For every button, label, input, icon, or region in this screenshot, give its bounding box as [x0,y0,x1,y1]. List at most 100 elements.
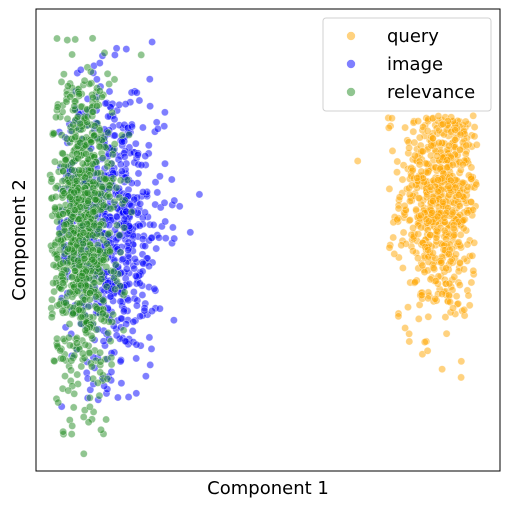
point-relevance [78,271,86,280]
point-image [105,87,114,96]
legend: query image relevance [322,17,492,112]
point-relevance [109,174,118,183]
point-query [451,135,459,144]
point-image [136,312,144,321]
point-relevance [68,273,76,282]
legend-marker-image [346,59,356,69]
point-relevance [105,184,114,193]
point-relevance [78,221,87,230]
point-query [388,146,397,155]
point-query [414,314,423,323]
point-relevance [75,166,83,175]
point-image [112,212,121,221]
point-image [141,208,149,217]
point-query [463,182,472,191]
point-relevance [66,341,74,350]
point-query [426,231,435,239]
point-relevance [64,386,73,395]
point-query [401,324,409,332]
point-relevance [60,70,68,79]
point-relevance [102,262,111,271]
point-relevance [116,176,125,185]
point-query [406,197,414,206]
legend-label-image: image [387,54,443,75]
legend-marker-relevance [346,87,356,97]
point-relevance [99,201,108,210]
point-image [112,44,121,53]
series-query [353,111,481,382]
point-relevance [109,267,118,276]
point-query [423,126,432,135]
point-relevance [137,51,146,59]
point-relevance [93,378,102,387]
point-relevance [52,113,60,122]
point-relevance [111,260,120,269]
point-relevance [76,281,85,290]
point-relevance [51,183,60,192]
point-query [413,174,421,182]
point-relevance [107,353,116,362]
point-image [155,304,164,313]
point-query [456,130,465,139]
point-query [394,312,403,321]
point-query [393,215,402,224]
point-relevance [112,183,121,192]
point-relevance [88,34,97,43]
point-relevance [80,76,89,85]
point-image [147,234,156,242]
point-image [153,124,162,133]
x-axis-label: Component 1 [207,478,329,499]
point-relevance [98,183,107,191]
point-relevance [93,102,101,110]
point-image [175,202,184,211]
point-relevance [86,393,94,402]
point-relevance [69,120,77,129]
point-query [438,198,447,206]
point-relevance [58,149,67,158]
point-relevance [71,133,80,142]
point-relevance [77,313,86,321]
point-query [469,266,478,275]
point-relevance [83,188,92,197]
point-image [138,123,147,132]
point-image [112,331,121,340]
point-query [412,205,420,214]
point-query [448,160,457,169]
point-image [147,344,156,353]
point-relevance [84,197,92,205]
point-image [124,246,133,254]
point-query [468,251,477,260]
point-query [443,156,451,164]
point-query [444,182,453,191]
point-relevance [103,374,112,383]
point-query [469,111,478,120]
point-relevance [88,362,96,371]
point-relevance [79,228,88,237]
point-image [146,102,154,111]
point-query [451,183,460,192]
point-query [417,291,426,300]
point-relevance [58,354,67,363]
point-image [150,284,159,293]
point-query [385,184,394,193]
point-relevance [102,282,111,291]
point-relevance [88,231,97,240]
point-query [454,238,463,247]
point-relevance [105,80,113,88]
series-relevance [46,34,146,458]
point-query [445,291,453,300]
point-query [438,120,447,128]
point-relevance [65,288,74,297]
point-image [155,233,163,242]
point-image [141,152,150,160]
point-query [460,305,469,314]
point-image [148,307,156,315]
point-image [116,357,125,366]
point-relevance [75,89,84,98]
point-relevance [93,304,101,313]
point-relevance [103,69,112,78]
point-relevance [81,173,89,182]
point-query [411,278,420,286]
point-image [145,333,154,342]
point-query [445,279,454,288]
